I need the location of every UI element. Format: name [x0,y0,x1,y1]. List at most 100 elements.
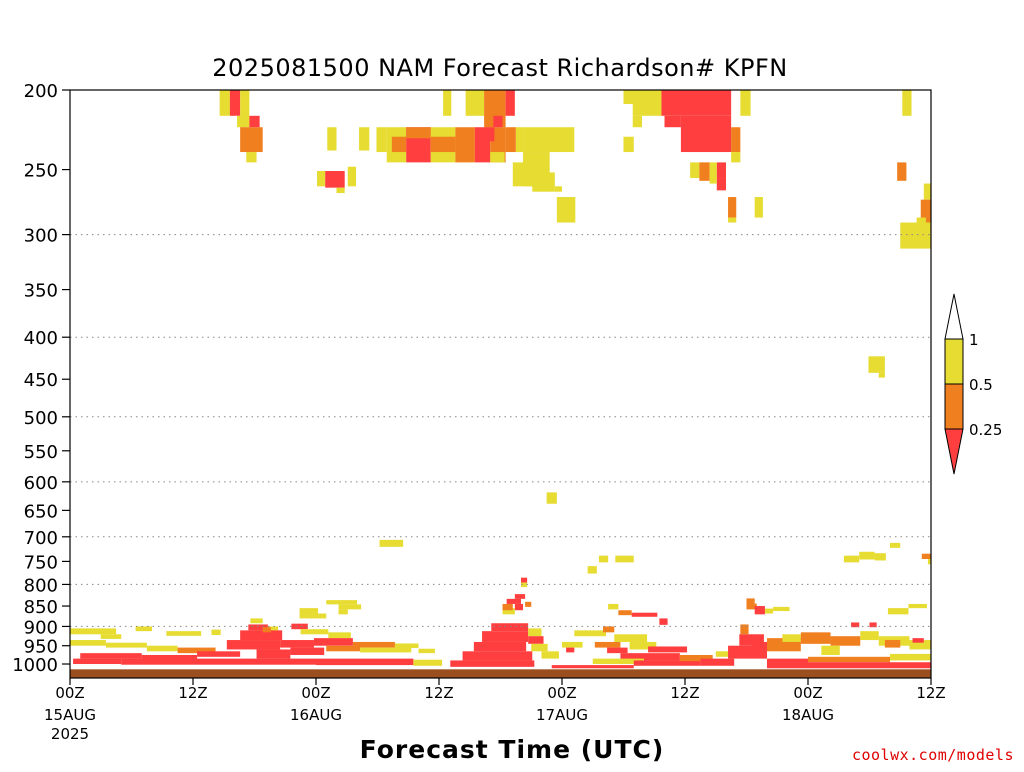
legend-arrow-bottom [944,428,964,475]
x-axis-title: Forecast Time (UTC) [360,735,665,764]
ri-cell [300,629,329,635]
y-tick-label: 550 [24,442,58,463]
ri-cell [690,162,700,179]
ri-cell [528,628,542,637]
ri-cell [843,555,860,563]
ri-cell [623,136,634,153]
ri-cell [782,634,801,642]
ri-cell [338,609,348,615]
y-axis: 200 250 300 350 400 450 500 550 600 650 700 7508008… [12,81,70,676]
ri-cell [629,641,657,650]
ri-cell [830,636,861,646]
ri-cell [514,594,526,599]
ri-cell [868,356,885,373]
ri-cell [890,542,901,548]
ri-cell [900,222,931,249]
ri-cell [418,648,435,654]
ri-cell [226,640,281,650]
ri-cell [598,555,609,563]
ri-cell [920,199,931,223]
ri-cell [338,604,362,610]
ri-cell [767,658,808,665]
ri-cell [360,647,412,653]
ri-cell [715,651,729,657]
x-tick-label: 12Z [670,684,699,702]
ri-cell [618,610,632,616]
ri-cell [326,600,357,605]
ri-cell [897,162,907,181]
ri-cell [546,492,557,504]
y-tick-label: 850 [24,597,58,618]
ri-cell [246,152,257,163]
ri-cell [908,603,927,609]
ri-cell [376,127,387,153]
ri-cell [659,618,668,625]
ri-cell [680,115,732,153]
ri-cell [166,631,202,636]
ri-cell [328,632,351,639]
ri-cell [177,647,216,654]
ri-cell [731,152,741,163]
ri-cell [299,608,319,619]
ri-cell [280,640,314,648]
ri-cell [521,582,528,588]
ri-cell [318,613,327,619]
legend-bin [944,383,964,430]
site-credit: coolwx.com/models [851,746,1014,764]
ri-cell [240,630,283,641]
ri-cell [679,654,713,662]
ri-cell [316,658,414,666]
ri-cell [197,651,241,657]
ri-cell [887,608,909,615]
ri-cell [532,172,555,192]
gridlines [70,234,931,627]
ri-cell [485,127,495,142]
ri-cell [916,217,926,225]
legend-bin [944,338,964,385]
ri-cell [336,187,345,194]
ri-cell [587,566,597,574]
ri-cell [728,197,737,218]
ri-cell [808,656,890,663]
ri-cell [256,649,291,659]
ri-cell [70,628,117,635]
chart-title: 2025081500 NAM Forecast Richardson# KPFN [212,54,787,82]
ri-cell [554,186,562,192]
ri-cell [219,90,230,116]
ri-cell [249,115,260,128]
legend-arrow-top [944,293,964,340]
ri-cell [391,136,407,153]
ri-cell [70,640,106,646]
ri-cell [644,612,658,617]
y-tick-label: 600 [24,473,58,494]
ri-cell [237,115,248,128]
ri-cell [250,618,263,624]
ri-cell [135,626,152,632]
ri-cell [800,632,831,644]
ri-cell [80,653,142,659]
ri-cell [482,631,529,642]
ri-cell [450,660,535,667]
ri-cell [462,651,533,661]
ri-cell [326,645,361,652]
legend-label: 0.5 [969,376,993,394]
ri-cell [927,559,931,565]
ri-cell [493,115,503,128]
ri-cell [290,647,325,655]
ri-cell [773,606,790,612]
x-tick-date: 17AUG [536,706,588,724]
ri-cell [859,551,875,560]
ri-cell [506,598,521,604]
y-tick-label: 450 [24,370,58,391]
y-tick-label: 200 [24,81,58,102]
ri-cell [264,626,279,633]
ri-cell [248,624,268,631]
ri-cell [73,658,122,665]
y-tick-label: 700 [24,528,58,549]
ri-cell [105,642,147,648]
x-tick-date: 16AUG [290,706,342,724]
ri-cell [556,197,576,223]
ri-cell [739,634,764,646]
ri-cell [211,629,221,636]
